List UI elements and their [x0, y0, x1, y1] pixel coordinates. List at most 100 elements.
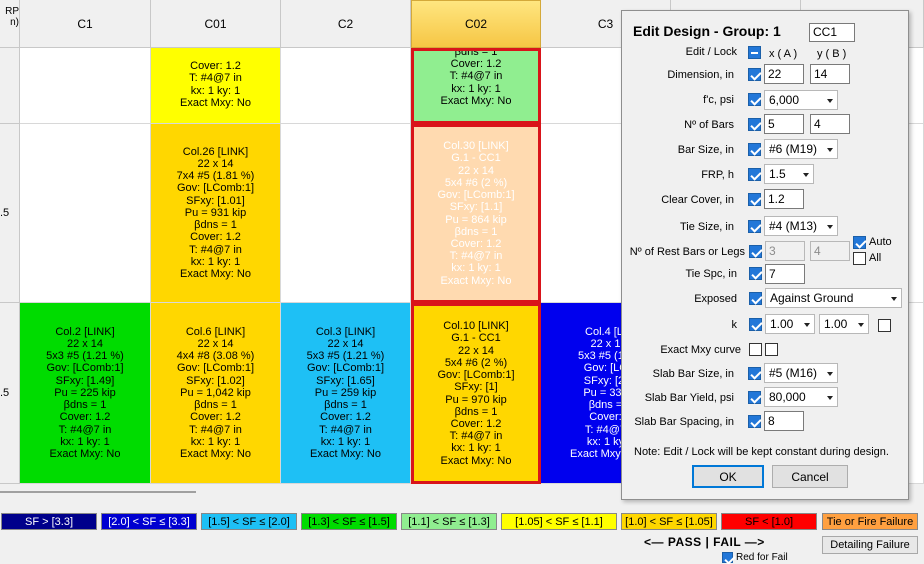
legend-item[interactable]: [1.1] < SF ≤ [1.3] — [401, 513, 497, 530]
legend-item[interactable]: [1.05] < SF ≤ [1.1] — [501, 513, 617, 530]
red-for-fail-label: Red for Fail — [736, 552, 788, 563]
exposed-select[interactable]: Against Ground — [765, 288, 902, 308]
row-header[interactable]: .5 — [0, 124, 20, 303]
edit-lock-all-checkbox[interactable] — [748, 46, 761, 59]
frp-lock-checkbox[interactable] — [748, 168, 761, 181]
kx-select[interactable]: 1.00 — [765, 314, 815, 334]
column-design-cell[interactable]: Col.26 [LINK] 22 x 14 7x4 #5 (1.81 %) Gov: … — [151, 124, 281, 303]
tie-size-lock-checkbox[interactable] — [748, 220, 761, 233]
slab-bar-yield-select[interactable]: 80,000 — [764, 387, 838, 407]
auto-label: Auto — [869, 236, 892, 248]
legend-item[interactable]: [1.0] < SF ≤ [1.05] — [621, 513, 717, 530]
grid-cell[interactable] — [20, 48, 151, 124]
cell-line: T: #4@7 in — [189, 423, 242, 436]
exposed-lock-checkbox[interactable] — [749, 292, 762, 305]
cell-line: Cover: 1.2 — [450, 58, 502, 71]
tie-size-select[interactable]: #4 (M13) — [764, 216, 838, 236]
legend-item[interactable]: [1.5] < SF ≤ [2.0] — [201, 513, 297, 530]
legend-item[interactable]: SF < [1.0] — [721, 513, 817, 530]
rest-bars-y-input[interactable]: 4 — [810, 241, 850, 261]
all-checkbox[interactable] — [853, 252, 866, 265]
chevron-down-icon — [827, 225, 833, 229]
clear-cover-label: Clear Cover, in — [661, 194, 734, 206]
fc-select[interactable]: 6,000 — [764, 90, 838, 110]
legend-item[interactable]: Tie or Fire Failure — [822, 513, 918, 530]
group-name-input[interactable]: CC1 — [809, 23, 855, 42]
ky-select[interactable]: 1.00 — [819, 314, 869, 334]
legend-item[interactable]: [1.3] < SF ≤ [1.5] — [301, 513, 397, 530]
legend-item[interactable]: SF > [3.3] — [1, 513, 97, 530]
slab-bar-yield-label: Slab Bar Yield, psi — [644, 392, 734, 404]
all-label: All — [869, 252, 882, 264]
row-header[interactable] — [0, 48, 20, 124]
slab-bar-size-lock-checkbox[interactable] — [748, 367, 761, 380]
k-lock-checkbox[interactable] — [749, 318, 762, 331]
column-design-cell[interactable]: Col.3 [LINK] 22 x 14 5x3 #5 (1.21 %) Gov: [… — [281, 303, 411, 484]
cell-line: Gov: [LComb:1] — [306, 362, 385, 375]
exact-mxy-lock-checkbox[interactable] — [749, 343, 762, 356]
red-for-fail-checkbox[interactable] — [722, 552, 733, 563]
cell-line: SFxy: [1.65] — [316, 374, 375, 387]
legend-item[interactable]: [2.0] < SF ≤ [3.3] — [101, 513, 197, 530]
cell-line: T: #4@7 in — [58, 423, 112, 436]
slab-bar-spacing-label: Slab Bar Spacing, in — [634, 416, 734, 428]
frp-select[interactable]: 1.5 — [764, 164, 814, 184]
tie-spc-input[interactable]: 7 — [765, 264, 805, 284]
chevron-down-icon — [858, 323, 864, 327]
slab-bar-spacing-input[interactable]: 8 — [764, 411, 804, 431]
exact-mxy-checkbox[interactable] — [765, 343, 778, 356]
rest-bars-x-input[interactable]: 3 — [765, 241, 805, 261]
column-design-cell[interactable]: Col.2 [LINK] 22 x 14 5x3 #5 (1.21 %) Gov: [… — [20, 303, 151, 484]
cancel-button[interactable]: Cancel — [772, 465, 848, 488]
column-design-cell[interactable]: Col.10 [LINK] G.1 - CC1 22 x 14 5x4 #6 (2 %… — [411, 303, 541, 484]
fc-label: f'c, psi — [703, 94, 734, 106]
ok-button[interactable]: OK — [692, 465, 764, 488]
cell-line: Exact Mxy: No — [440, 274, 512, 287]
slab-bar-size-select[interactable]: #5 (M16) — [764, 363, 838, 383]
grid-cell[interactable] — [281, 48, 411, 124]
auto-checkbox[interactable] — [853, 236, 866, 249]
cell-line: Exact Mxy: No — [440, 94, 512, 107]
ky-value: 1.00 — [824, 317, 848, 331]
dimension-x-input[interactable]: 22 — [764, 64, 804, 84]
column-design-cell[interactable]: Cover: 1.2 T: #4@7 in kx: 1 ky: 1 Exact Mxy… — [151, 48, 281, 124]
detailing-failure-button[interactable]: Detailing Failure — [822, 536, 918, 554]
slab-bar-yield-lock-checkbox[interactable] — [748, 391, 761, 404]
column-design-cell[interactable]: Col.30 [LINK] G.1 - CC1 22 x 14 5x4 #6 (2 %… — [411, 124, 541, 303]
cell-line: SFxy: [1.01] — [186, 194, 245, 207]
tie-spc-lock-checkbox[interactable] — [749, 267, 762, 280]
column-header[interactable]: C1 — [20, 0, 151, 48]
cell-line: Gov: [LC — [583, 362, 628, 375]
bar-size-lock-checkbox[interactable] — [748, 143, 761, 156]
horizontal-scrollbar[interactable] — [0, 491, 196, 493]
cell-line: Exact Mxy: No — [49, 447, 121, 460]
k-extra-checkbox[interactable] — [878, 319, 891, 332]
row-header[interactable]: .5 — [0, 303, 20, 484]
num-bars-x-input[interactable]: 5 — [764, 114, 804, 134]
column-design-cell[interactable]: Col.6 [LINK] 22 x 14 4x4 #8 (3.08 %) Gov: [… — [151, 303, 281, 484]
column-header[interactable]: C01 — [151, 0, 281, 48]
red-for-fail-option[interactable]: Red for Fail — [722, 552, 788, 563]
column-header[interactable]: C02 — [411, 0, 541, 48]
num-bars-lock-checkbox[interactable] — [748, 118, 761, 131]
bar-size-select[interactable]: #6 (M19) — [764, 139, 838, 159]
cell-line: βdns = 1 — [454, 225, 498, 238]
grid-cell[interactable] — [281, 124, 411, 303]
column-header[interactable]: C2 — [281, 0, 411, 48]
sf-legend: SF > [3.3] [2.0] < SF ≤ [3.3] [1.5] < SF ≤… — [0, 513, 924, 531]
dimension-y-input[interactable]: 14 — [810, 64, 850, 84]
cell-line: Exact Mxy: No — [310, 447, 381, 460]
slab-bar-spacing-lock-checkbox[interactable] — [748, 415, 761, 428]
fc-lock-checkbox[interactable] — [748, 93, 761, 106]
clear-cover-lock-checkbox[interactable] — [748, 193, 761, 206]
edit-design-dialog: Edit Design - Group: 1 CC1 Edit / Lock x… — [621, 10, 909, 500]
clear-cover-input[interactable]: 1.2 — [764, 189, 804, 209]
corner-header: RP n) — [0, 0, 20, 48]
dimension-lock-checkbox[interactable] — [748, 68, 761, 81]
cell-line: 5x3 #5 (1.2 — [577, 350, 634, 363]
grid-cell[interactable] — [20, 124, 151, 303]
rest-bars-lock-checkbox[interactable] — [749, 245, 762, 258]
num-bars-y-input[interactable]: 4 — [810, 114, 850, 134]
cell-line: Cover: 1.2 — [450, 417, 502, 430]
